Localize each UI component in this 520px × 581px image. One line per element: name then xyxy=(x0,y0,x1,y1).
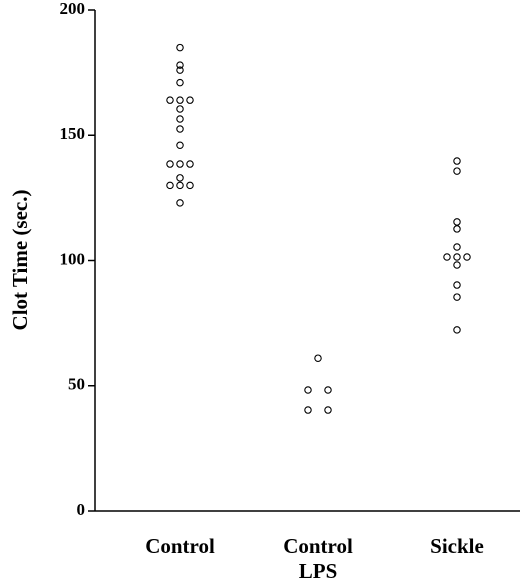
point xyxy=(453,293,461,301)
point xyxy=(176,96,184,104)
point xyxy=(176,181,184,190)
y-tick-label: 0 xyxy=(77,500,86,519)
point xyxy=(453,253,461,261)
y-tick-label: 100 xyxy=(60,249,86,268)
point xyxy=(176,115,184,123)
point xyxy=(186,181,194,190)
point xyxy=(453,157,461,165)
point xyxy=(453,167,461,175)
point xyxy=(166,181,174,190)
y-tick-label: 200 xyxy=(60,0,86,18)
point xyxy=(166,96,174,104)
point xyxy=(304,406,312,414)
point xyxy=(453,281,461,289)
y-tick-label: 50 xyxy=(68,375,85,394)
point xyxy=(176,105,184,113)
y-tick-label: 150 xyxy=(60,124,86,143)
point xyxy=(176,125,184,133)
point xyxy=(314,354,322,362)
point xyxy=(176,160,184,168)
point xyxy=(176,61,184,69)
point xyxy=(453,218,461,226)
point xyxy=(324,386,332,394)
y-axis-label: Clot Time (sec.) xyxy=(8,190,32,331)
point xyxy=(453,326,461,334)
point xyxy=(453,243,461,251)
x-tick-label: Control LPS xyxy=(283,534,353,581)
point xyxy=(176,174,184,182)
point xyxy=(176,199,184,207)
point xyxy=(176,43,184,52)
x-tick-label: Control xyxy=(145,534,215,558)
point xyxy=(304,386,312,394)
point xyxy=(176,66,184,74)
point xyxy=(463,253,471,261)
point xyxy=(186,96,194,104)
point xyxy=(443,253,451,261)
point xyxy=(186,160,194,168)
point xyxy=(453,225,461,233)
x-tick-label: Sickle xyxy=(430,534,484,558)
point xyxy=(166,160,174,168)
point xyxy=(176,141,184,150)
point xyxy=(324,406,332,414)
point xyxy=(176,78,184,87)
point xyxy=(453,261,461,269)
